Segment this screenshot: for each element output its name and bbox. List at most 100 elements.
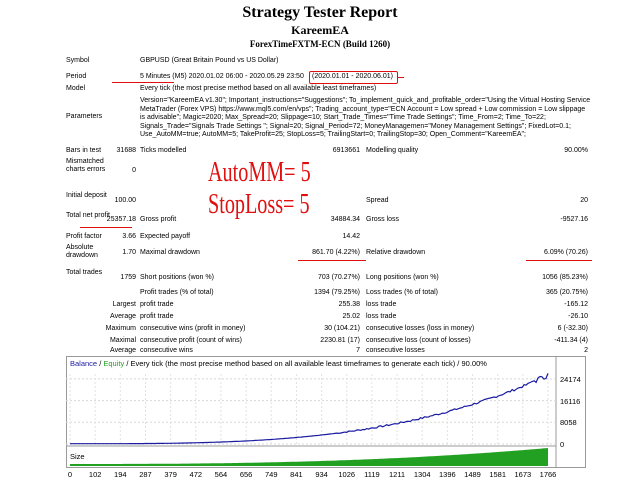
loss-trades-label: Loss trades (% of total) bbox=[366, 289, 438, 296]
period-range-tick bbox=[398, 77, 404, 78]
x-tick-label: 102 bbox=[88, 470, 102, 479]
long-value: 1056 (85.23%) bbox=[542, 274, 588, 281]
x-tick-label: 1211 bbox=[388, 470, 406, 479]
absolute-dd-label: Absolute drawdown bbox=[66, 244, 98, 259]
x-tick-label: 1581 bbox=[489, 470, 507, 479]
average-loss-label: loss trade bbox=[366, 313, 397, 320]
chart-frame bbox=[66, 356, 586, 468]
x-tick-label: 1396 bbox=[439, 470, 456, 479]
period-value: 5 Minutes (M5) 2020.01.02 06:00 - 2020.0… bbox=[140, 73, 304, 80]
maximal-loss-value: -411.34 (4) bbox=[554, 337, 588, 344]
x-tick-label: 1119 bbox=[364, 470, 380, 479]
model-value: Every tick (the most precise method base… bbox=[140, 85, 377, 92]
x-tick-label: 472 bbox=[189, 470, 203, 479]
ticks-label: Ticks modelled bbox=[140, 147, 187, 154]
max-wins-label: consecutive wins (profit in money) bbox=[140, 325, 246, 332]
avg-wins-label: consecutive wins bbox=[140, 347, 193, 354]
period-underline bbox=[112, 82, 174, 83]
legend-separator: / bbox=[97, 359, 104, 368]
payoff-value: 14.42 bbox=[342, 233, 360, 240]
x-tick-label: 1766 bbox=[539, 470, 557, 479]
model-label: Model bbox=[66, 85, 86, 92]
expert-name: KareemEA bbox=[291, 23, 349, 37]
spread-label: Spread bbox=[366, 197, 389, 204]
deposit-label: Initial deposit bbox=[66, 192, 107, 199]
max-wins-value: 30 (104.21) bbox=[324, 325, 360, 332]
volume-area bbox=[70, 448, 548, 466]
y-tick-label: 8058 bbox=[560, 418, 577, 428]
y-tick-label: 16116 bbox=[560, 396, 581, 406]
avg-losses-label: consecutive losses bbox=[366, 347, 425, 354]
profit-factor-label: Profit factor bbox=[66, 233, 102, 240]
payoff-label: Expected payoff bbox=[140, 233, 191, 240]
x-tick-label: 841 bbox=[290, 470, 303, 479]
gross-profit-label: Gross profit bbox=[140, 216, 177, 223]
server-name: ForexTimeFXTM-ECN bbox=[249, 39, 341, 49]
average-label: Average bbox=[110, 313, 136, 320]
gross-loss-value: -9527.16 bbox=[560, 216, 588, 223]
symbol-value: GBPUSD (Great Britain Pound vs US Dollar… bbox=[140, 57, 279, 64]
automm-annotation: AutoMM= 5 bbox=[208, 157, 311, 188]
stoploss-annotation: StopLoss= 5 bbox=[208, 189, 310, 220]
absolute-dd-value: 1.70 bbox=[122, 249, 136, 256]
period-range-box bbox=[309, 71, 398, 84]
parameters-value: Version="KareemEA v1.30"; Important_inst… bbox=[140, 97, 591, 139]
largest-profit-value: 255.38 bbox=[338, 301, 360, 308]
long-label: Long positions (won %) bbox=[366, 274, 439, 281]
size-label: Size bbox=[70, 452, 85, 461]
parameters-label: Parameters bbox=[66, 113, 103, 120]
maximal-profit-label: consecutive profit (count of wins) bbox=[140, 337, 242, 344]
max-losses-value: 6 (-32.30) bbox=[557, 325, 588, 332]
report-title: Strategy Tester Report bbox=[242, 4, 398, 21]
average-profit-label: profit trade bbox=[140, 313, 174, 320]
period-label: Period bbox=[66, 73, 87, 80]
net-profit-label: Total net profit bbox=[66, 212, 110, 219]
bars-value: 31688 bbox=[116, 147, 136, 154]
period-range: (2020.01.01 - 2020.06.01) bbox=[312, 73, 393, 80]
mismatched-label: Mismatched charts errors bbox=[66, 158, 106, 173]
y-tick-label: 24174 bbox=[560, 374, 581, 384]
chart-legend: Balance / Equity / Every tick (the most … bbox=[70, 359, 487, 368]
average-loss-value: -26.10 bbox=[568, 313, 588, 320]
maximal-profit-value: 2230.81 (17) bbox=[320, 337, 360, 344]
x-tick-label: 194 bbox=[114, 470, 127, 479]
maximal-label: Maximal bbox=[109, 337, 136, 344]
x-tick-label: 0 bbox=[67, 470, 73, 479]
net-profit-value: 25357.18 bbox=[106, 216, 136, 223]
loss-trades-value: 365 (20.75%) bbox=[545, 289, 588, 296]
deposit-value: 100.00 bbox=[114, 197, 136, 204]
avg-losses-value: 2 bbox=[584, 347, 588, 354]
x-tick-label: 1673 bbox=[514, 470, 532, 479]
x-tick-label: 749 bbox=[264, 470, 278, 479]
legend-balance: Balance bbox=[70, 359, 98, 368]
profit-trades-value: 1394 (79.25%) bbox=[314, 289, 360, 296]
x-tick-label: 379 bbox=[164, 470, 177, 479]
x-tick-label: 1489 bbox=[464, 470, 481, 479]
profit-factor-value: 3.66 bbox=[122, 233, 136, 240]
total-trades-value: 1759 bbox=[120, 274, 136, 281]
relative-dd-label: Relative drawdown bbox=[366, 249, 426, 256]
ticks-value: 6913661 bbox=[332, 147, 360, 154]
maximal-dd-label: Maximal drawdown bbox=[140, 249, 200, 256]
build-number: (Build 1260) bbox=[342, 39, 391, 49]
largest-loss-value: -165.12 bbox=[564, 301, 588, 308]
largest-label: Largest bbox=[112, 301, 136, 308]
maximal-dd-underline bbox=[298, 260, 366, 261]
net-profit-underline bbox=[80, 227, 132, 228]
maximal-loss-label: consecutive loss (count of losses) bbox=[366, 337, 471, 344]
profit-trades-label: Profit trades (% of total) bbox=[140, 289, 214, 296]
balance-line bbox=[70, 373, 549, 445]
maximum-label: Maximum bbox=[105, 325, 136, 332]
max-losses-label: consecutive losses (loss in money) bbox=[366, 325, 475, 332]
largest-profit-label: profit trade bbox=[140, 301, 174, 308]
balance-chart bbox=[66, 356, 586, 468]
relative-dd-value: 6.09% (70.26) bbox=[544, 249, 588, 256]
x-tick-label: 564 bbox=[214, 470, 228, 479]
maximal-dd-value: 861.70 (4.22%) bbox=[312, 249, 360, 256]
server-line: ForexTimeFXTM-ECN (Build 1260) bbox=[0, 39, 640, 49]
short-label: Short positions (won %) bbox=[140, 274, 214, 281]
legend-description: / Every tick (the most precise method ba… bbox=[124, 359, 487, 368]
total-trades-label: Total trades bbox=[66, 269, 103, 276]
avg-wins-value: 7 bbox=[356, 347, 360, 354]
gross-loss-label: Gross loss bbox=[366, 216, 400, 223]
